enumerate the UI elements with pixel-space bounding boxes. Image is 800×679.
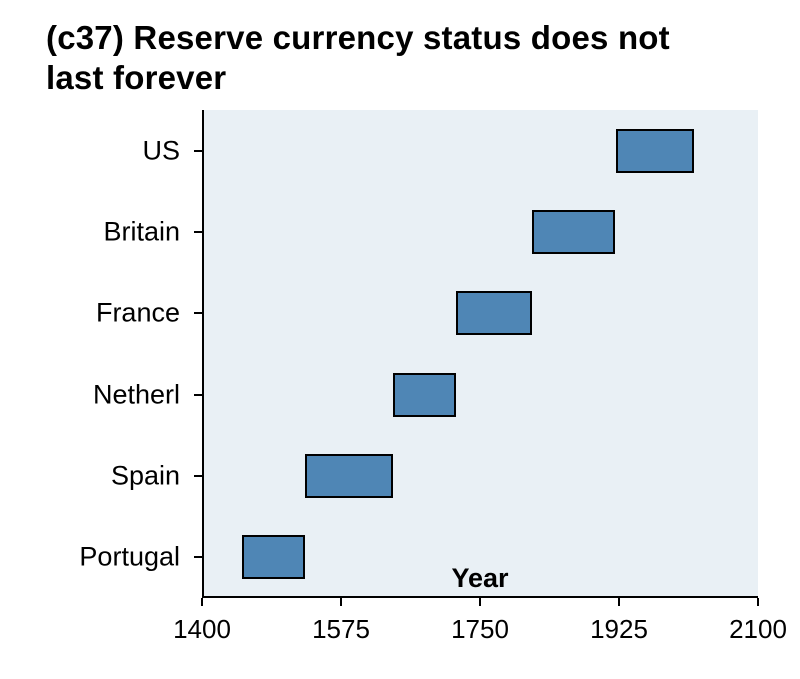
y-tick-mark [194, 394, 202, 396]
bar-britain [532, 210, 615, 254]
y-tick-mark [194, 150, 202, 152]
x-tick-mark [618, 598, 620, 606]
x-tick-label: 1575 [312, 614, 370, 645]
x-tick-label: 2100 [729, 614, 787, 645]
y-tick-label: Spain [111, 461, 180, 492]
x-axis-title: Year [451, 563, 508, 594]
y-tick-mark [194, 556, 202, 558]
x-tick-mark [340, 598, 342, 606]
y-tick-mark [194, 231, 202, 233]
x-tick-label: 1400 [173, 614, 231, 645]
bar-portugal [242, 535, 306, 579]
chart-title: (c37) Reserve currency status does not l… [46, 18, 706, 97]
y-axis [202, 110, 204, 598]
bar-us [616, 129, 695, 173]
y-tick-label: Britain [103, 217, 180, 248]
bar-spain [305, 454, 392, 498]
y-tick-label: Portugal [79, 542, 180, 573]
x-tick-label: 1925 [590, 614, 648, 645]
x-tick-mark [201, 598, 203, 606]
y-tick-label: US [142, 135, 180, 166]
x-tick-label: 1750 [451, 614, 509, 645]
y-tick-mark [194, 312, 202, 314]
bar-netherl [393, 373, 457, 417]
x-tick-mark [479, 598, 481, 606]
y-tick-label: France [96, 298, 180, 329]
plot-area: USBritainFranceNetherlSpainPortugal14001… [202, 110, 758, 598]
y-tick-mark [194, 475, 202, 477]
bar-france [456, 291, 531, 335]
y-tick-label: Netherl [93, 379, 180, 410]
x-tick-mark [757, 598, 759, 606]
